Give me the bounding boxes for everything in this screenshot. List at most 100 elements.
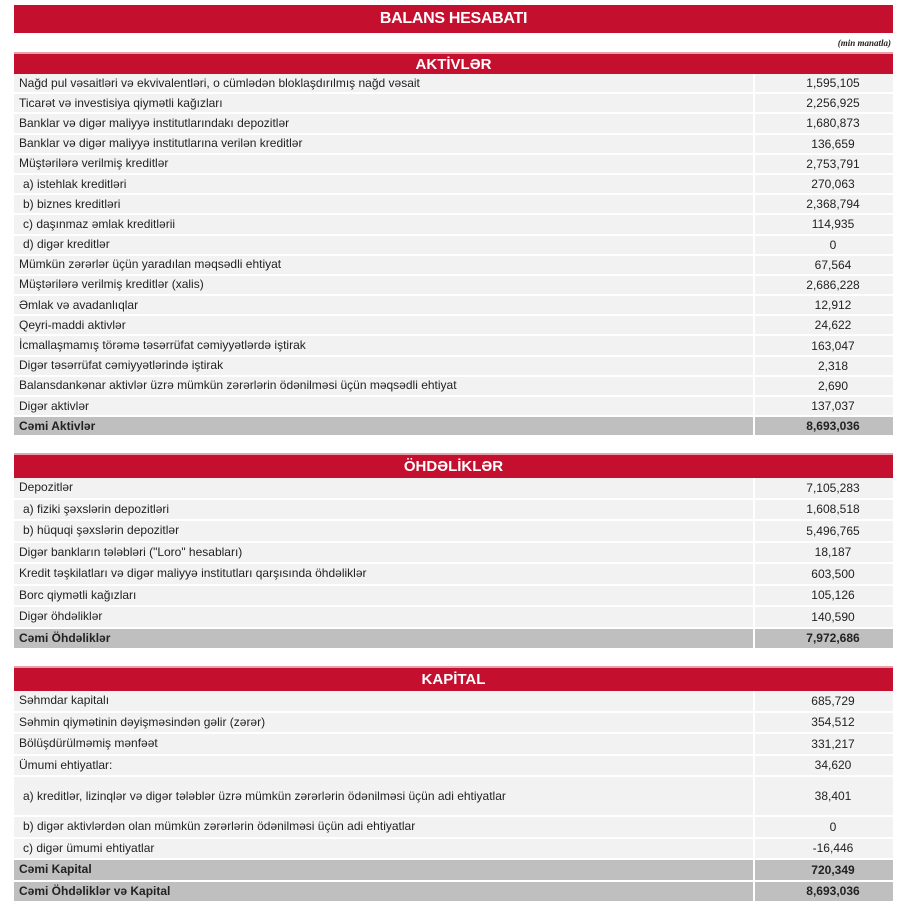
- table-row: Səhmin qiymətinin dəyişməsindən gəlir (z…: [14, 712, 893, 734]
- row-value: 331,217: [811, 736, 855, 751]
- row-value: 1,680,873: [806, 116, 860, 131]
- row-label: c) daşınmaz əmlak kreditlərii: [14, 215, 755, 234]
- table-row: b) hüquqi şəxslərin depozitlər 5,496,765: [14, 521, 893, 543]
- table-row: a) fiziki şəxslərin depozitləri 1,608,518: [14, 499, 893, 521]
- section-header-liabilities: ÖHDƏLİKLƏR: [14, 453, 893, 478]
- table-row: a) istehlak kreditləri 270,063: [14, 174, 893, 196]
- balance-sheet: BALANS HESABATI (min manatla) AKTİVLƏR N…: [14, 5, 893, 438]
- row-label: Ümumi ehtiyatlar:: [14, 755, 755, 775]
- total-row: Cəmi Öhdəliklər 7,972,686: [14, 628, 893, 650]
- unit-label: (min manatla): [837, 38, 891, 48]
- row-value: 38,401: [814, 789, 852, 803]
- row-value: 2,318: [817, 358, 849, 373]
- total-row: Cəmi Öhdəliklər və Kapital 8,693,036: [14, 881, 893, 903]
- row-label: Borc qiymətli kağızları: [14, 585, 755, 605]
- row-label: Səhmin qiymətinin dəyişməsindən gəlir (z…: [14, 712, 755, 732]
- row-value: 136,659: [811, 136, 855, 151]
- table-row: Banklar və digər maliyyə institutlarına …: [14, 134, 893, 155]
- row-label: Səhmdar kapitalı: [14, 691, 755, 711]
- row-label: Banklar və digər maliyyə institutlarına …: [14, 134, 755, 153]
- table-row: Depozitlər 7,105,283: [14, 478, 893, 500]
- row-label: b) digər aktivlərdən olan mümkün zərərlə…: [14, 817, 755, 837]
- section-header-assets: AKTİVLƏR: [14, 52, 893, 74]
- table-row: Borc qiymətli kağızları 105,126: [14, 585, 893, 607]
- row-value: 7,972,686: [806, 631, 860, 646]
- table-row: Banklar və digər maliyyə institutlarında…: [14, 114, 893, 135]
- row-label: b) biznes kreditləri: [14, 195, 755, 214]
- row-label: Digər aktivlər: [14, 397, 755, 416]
- row-value: 720,349: [811, 862, 855, 877]
- row-label: Müştərilərə verilmiş kreditlər: [14, 154, 755, 173]
- row-value: 163,047: [811, 338, 855, 353]
- row-label: Müştərilərə verilmiş kreditlər (xalis): [14, 275, 755, 295]
- row-value: 2,690: [817, 378, 849, 393]
- row-value: 8,693,036: [806, 419, 860, 434]
- table-row: c) daşınmaz əmlak kreditlərii 114,935: [14, 215, 893, 236]
- table-row: d) digər kreditlər 0: [14, 235, 893, 256]
- table-row: b) digər aktivlərdən olan mümkün zərərlə…: [14, 817, 893, 839]
- row-label: Mümkün zərərlər üçün yaradılan məqsədli …: [14, 255, 755, 274]
- row-value: 270,063: [811, 177, 855, 192]
- row-value: 12,912: [814, 298, 852, 313]
- table-row: Səhmdar kapitalı 685,729: [14, 691, 893, 713]
- row-value: 354,512: [811, 715, 855, 730]
- assets-table: Nağd pul vəsaitləri və ekvivalentləri, o…: [14, 74, 893, 438]
- row-label: Ticarət və investisiya qiymətli kağızlar…: [14, 94, 755, 113]
- row-label: a) fiziki şəxslərin depozitləri: [14, 499, 755, 519]
- table-row: Müştərilərə verilmiş kreditlər (xalis) 2,…: [14, 275, 893, 297]
- table-row: Ticarət və investisiya qiymətli kağızlar…: [14, 94, 893, 115]
- row-label: Banklar və digər maliyyə institutlarında…: [14, 114, 755, 133]
- table-row: Mümkün zərərlər üçün yaradılan məqsədli …: [14, 255, 893, 276]
- page-title: BALANS HESABATI: [14, 5, 893, 33]
- table-row: c) digər ümumi ehtiyatlar -16,446: [14, 838, 893, 860]
- row-label: d) digər kreditlər: [14, 235, 755, 254]
- total-row: Cəmi Aktivlər 8,693,036: [14, 417, 893, 438]
- total-row: Cəmi Kapital 720,349: [14, 860, 893, 882]
- row-value: 2,753,791: [806, 156, 860, 171]
- row-value: 114,935: [811, 217, 855, 232]
- table-row: Kredit təşkilatları və digər maliyyə ins…: [14, 564, 893, 586]
- row-label: a) kreditlər, lizinqlər və digər tələblə…: [14, 777, 755, 815]
- row-label: Digər təsərrüfat cəmiyyətlərində iştirak: [14, 356, 755, 375]
- table-row: Qeyri-maddi aktivlər 24,622: [14, 316, 893, 337]
- table-row: Müştərilərə verilmiş kreditlər 2,753,791: [14, 154, 893, 175]
- table-row: a) kreditlər, lizinqlər və digər tələblə…: [14, 777, 893, 817]
- table-row: Əmlak və avadanlıqlar 12,912: [14, 296, 893, 317]
- liabilities-table: Depozitlər 7,105,283 a) fiziki şəxslərin d…: [14, 478, 893, 650]
- row-value: 67,564: [814, 257, 852, 272]
- row-label: Kredit təşkilatları və digər maliyyə ins…: [14, 564, 755, 584]
- table-row: İcmallaşmamış törəmə təsərrüfat cəmiyyət…: [14, 336, 893, 357]
- row-value: 2,686,228: [806, 277, 860, 292]
- row-value: 2,256,925: [806, 96, 860, 111]
- table-row: Bölüşdürülməmiş mənfəət 331,217: [14, 734, 893, 756]
- row-value: 7,105,283: [806, 480, 860, 495]
- row-value: 18,187: [814, 545, 852, 560]
- row-value: 603,500: [811, 566, 855, 581]
- row-label: b) hüquqi şəxslərin depozitlər: [14, 521, 755, 541]
- row-label: Cəmi Aktivlər: [14, 417, 755, 436]
- row-value: 137,037: [811, 399, 855, 414]
- table-row: Digər öhdəliklər 140,590: [14, 607, 893, 629]
- row-label: Bölüşdürülməmiş mənfəət: [14, 734, 755, 754]
- row-value: 0: [829, 237, 837, 252]
- table-row: Digər aktivlər 137,037: [14, 397, 893, 418]
- row-label: Cəmi Kapital: [14, 860, 755, 880]
- row-label: Cəmi Öhdəliklər: [14, 628, 755, 648]
- row-value: 685,729: [811, 693, 855, 708]
- row-value: 34,620: [814, 758, 852, 773]
- section-header-capital: KAPİTAL: [14, 666, 893, 691]
- row-label: Nağd pul vəsaitləri və ekvivalentləri, o…: [14, 74, 755, 93]
- row-label: Cəmi Öhdəliklər və Kapital: [14, 881, 755, 901]
- row-value: 8,693,036: [806, 884, 860, 899]
- row-value: 2,368,794: [806, 197, 860, 212]
- row-value: 0: [829, 819, 837, 834]
- row-label: Balansdankənar aktivlər üzrə mümkün zərə…: [14, 376, 755, 395]
- row-label: Əmlak və avadanlıqlar: [14, 296, 755, 315]
- row-value: 105,126: [811, 588, 855, 603]
- row-value: 1,608,518: [806, 502, 860, 517]
- row-value: -16,446: [812, 841, 854, 856]
- capital-table: Səhmdar kapitalı 685,729 Səhmin qiymətinin…: [14, 691, 893, 903]
- table-row: Ümumi ehtiyatlar: 34,620: [14, 755, 893, 777]
- row-label: c) digər ümumi ehtiyatlar: [14, 838, 755, 858]
- row-label: a) istehlak kreditləri: [14, 174, 755, 194]
